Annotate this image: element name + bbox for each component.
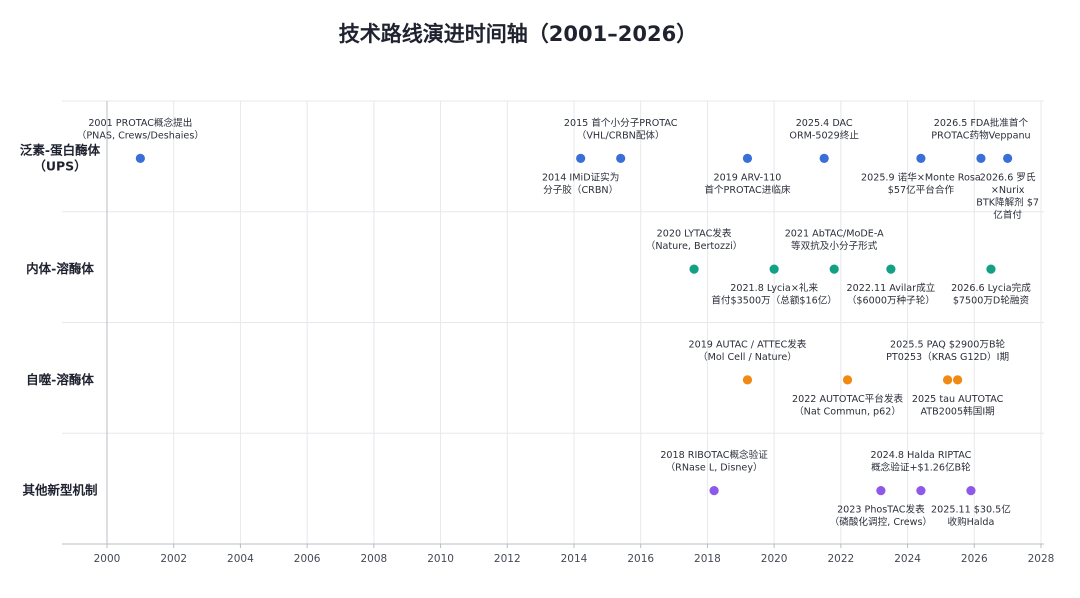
x-tick-label: 2020	[761, 553, 788, 565]
x-tick-label: 2010	[427, 553, 454, 565]
event-label: 2025.4 DAC	[796, 118, 853, 129]
x-tick-label: 2016	[627, 553, 654, 565]
lane: 自噬-溶酶体 2019 AUTAC / ATTEC发表（Mol Cell / Na…	[26, 338, 1009, 417]
event-label: （PNAS, Crews/Deshaies）	[77, 129, 204, 141]
x-tick-label: 2026	[961, 553, 988, 565]
event-point	[976, 153, 986, 163]
event-label: 亿首付	[993, 209, 1022, 221]
event-point	[742, 375, 753, 385]
event-label: 2024.8 Halda RIPTAC	[870, 450, 971, 461]
x-tick-label: 2004	[227, 553, 254, 565]
event-point	[689, 264, 699, 274]
event-label: 2023 PhosTAC发表	[837, 504, 925, 516]
event-label: 2018 RIBOTAC概念验证	[660, 449, 768, 461]
event-label: 2025.5 PAQ $2900万B轮	[890, 338, 1005, 350]
lane-label: （UPS）	[33, 158, 86, 173]
event-label: 2025 tau AUTOTAC	[912, 394, 1004, 405]
x-tick-label: 2008	[360, 553, 387, 565]
event-label: 2026.6 Lycia完成	[951, 282, 1031, 294]
event-label: 概念验证+$1.26亿B轮	[871, 462, 971, 474]
event-point	[819, 153, 829, 163]
event-label: 首个PROTAC进临床	[704, 184, 791, 196]
lane-label: 其他新型机制	[22, 483, 97, 498]
x-tick-label: 2018	[694, 553, 721, 565]
event-point	[135, 153, 145, 163]
event-label: 首付$3500万（总额$16亿）	[711, 295, 837, 307]
event-point	[966, 486, 976, 496]
event-label: ORM-5029终止	[789, 129, 859, 141]
x-tick-label: 2000	[94, 553, 121, 565]
event-label: （Mol Cell / Nature）	[698, 351, 797, 363]
event-label: 2026.5 FDA批准首个	[934, 117, 1029, 129]
event-label: （$6000万种子轮）	[847, 295, 935, 307]
event-point	[916, 153, 926, 163]
lanes: 泛素-蛋白酶体（UPS） 2001 PROTAC概念提出（PNAS, Crews/…	[20, 117, 1039, 528]
lane: 内体-溶酶体 2020 LYTAC发表（Nature, Bertozzi） 2021…	[26, 228, 1031, 307]
event-label: 等双抗及小分子形式	[791, 240, 878, 252]
event-label: $7500万D轮融资	[953, 295, 1030, 307]
event-point	[742, 153, 753, 163]
event-label: 2025.11 $30.5亿	[931, 504, 1011, 516]
lane-label: 泛素-蛋白酶体	[20, 142, 101, 157]
x-tick-label: 2006	[294, 553, 321, 565]
lane: 泛素-蛋白酶体（UPS） 2001 PROTAC概念提出（PNAS, Crews/…	[20, 117, 1039, 221]
event-point	[916, 486, 926, 496]
event-label: PROTAC药物Veppanu	[931, 129, 1030, 141]
event-point	[876, 486, 886, 496]
event-point	[709, 486, 719, 496]
event-label: 分子胶（CRBN）	[543, 184, 618, 196]
x-tick-label: 2012	[494, 553, 521, 565]
x-axis: 2000 2002 2004 2006 2008 2010 2012 2014 2016 2018…	[62, 543, 1055, 565]
event-label: 2001 PROTAC概念提出	[88, 117, 192, 129]
event-label: 2022 AUTOTAC平台发表	[792, 393, 903, 405]
event-label: 2021.8 Lycia×礼来	[730, 282, 818, 294]
event-label: 2019 AUTAC / ATTEC发表	[688, 338, 806, 350]
chart-title: 技术路线演进时间轴（2001–2026）	[339, 22, 697, 46]
event-point	[769, 264, 779, 274]
event-point	[1003, 153, 1013, 163]
x-tick-label: 2024	[894, 553, 921, 565]
event-point	[829, 264, 839, 274]
grid	[62, 100, 1044, 545]
event-point	[943, 375, 953, 385]
event-point	[886, 264, 896, 274]
event-label: 2015 首个小分子PROTAC	[564, 117, 678, 129]
event-label: 2021 AbTAC/MoDE-A	[785, 229, 884, 240]
x-tick-label: 2002	[160, 553, 187, 565]
event-point	[616, 153, 626, 163]
event-label: 2022.11 Avilar成立	[847, 282, 936, 294]
event-label: ×Nurix	[991, 185, 1025, 196]
event-label: 2020 LYTAC发表	[657, 228, 732, 240]
x-tick-label: 2028	[1028, 553, 1055, 565]
x-tick-label: 2014	[561, 553, 588, 565]
event-point	[986, 264, 996, 274]
event-label: 收购Halda	[947, 516, 994, 528]
event-label: ATB2005韩国I期	[920, 405, 994, 417]
event-label: $57亿平台合作	[888, 184, 955, 196]
event-label: 2014 IMiD证实为	[542, 171, 619, 183]
event-label: （VHL/CRBN配体）	[577, 129, 665, 141]
event-point	[576, 153, 586, 163]
event-label: 2025.9 诺华×Monte Rosa	[861, 171, 981, 183]
event-label: 2019 ARV-110	[713, 172, 781, 183]
event-label: （磷酸化调控, Crews）	[830, 516, 932, 528]
event-label: （Nature, Bertozzi）	[646, 240, 743, 252]
x-tick-label: 2022	[827, 553, 854, 565]
lane-label: 内体-溶酶体	[26, 261, 94, 276]
event-point	[953, 375, 963, 385]
event-label: （RNase L, Disney）	[666, 462, 763, 474]
event-label: （Nat Commun, p62）	[794, 405, 901, 417]
lane-label: 自噬-溶酶体	[26, 372, 94, 387]
lane: 其他新型机制 2018 RIBOTAC概念验证（RNase L, Disney） 2…	[22, 449, 1010, 528]
event-label: 2026.6 罗氏	[980, 172, 1036, 183]
event-label: PT0253（KRAS G12D）I期	[886, 351, 1009, 363]
event-point	[842, 375, 853, 385]
event-label: BTK降解剂 $7	[976, 196, 1039, 208]
